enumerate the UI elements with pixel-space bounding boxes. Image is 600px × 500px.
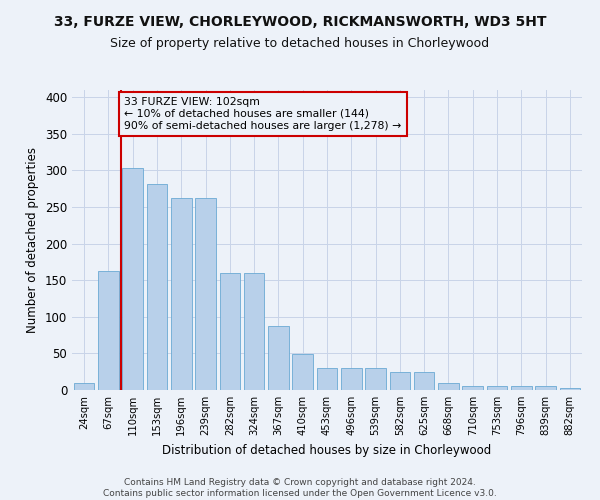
Bar bbox=[341, 368, 362, 390]
Bar bbox=[317, 368, 337, 390]
Bar bbox=[220, 273, 240, 390]
Bar bbox=[195, 198, 216, 390]
Bar bbox=[268, 326, 289, 390]
Bar bbox=[292, 354, 313, 390]
Bar bbox=[535, 386, 556, 390]
Bar bbox=[414, 372, 434, 390]
Text: 33, FURZE VIEW, CHORLEYWOOD, RICKMANSWORTH, WD3 5HT: 33, FURZE VIEW, CHORLEYWOOD, RICKMANSWOR… bbox=[54, 15, 546, 29]
Bar bbox=[365, 368, 386, 390]
Text: 33 FURZE VIEW: 102sqm
← 10% of detached houses are smaller (144)
90% of semi-det: 33 FURZE VIEW: 102sqm ← 10% of detached … bbox=[124, 98, 401, 130]
Text: Size of property relative to detached houses in Chorleywood: Size of property relative to detached ho… bbox=[110, 38, 490, 51]
Bar bbox=[487, 386, 508, 390]
Bar bbox=[389, 372, 410, 390]
Bar bbox=[463, 386, 483, 390]
Bar bbox=[171, 198, 191, 390]
X-axis label: Distribution of detached houses by size in Chorleywood: Distribution of detached houses by size … bbox=[163, 444, 491, 456]
Bar bbox=[122, 168, 143, 390]
Bar bbox=[98, 270, 119, 390]
Bar bbox=[560, 388, 580, 390]
Bar bbox=[511, 386, 532, 390]
Bar bbox=[74, 382, 94, 390]
Y-axis label: Number of detached properties: Number of detached properties bbox=[26, 147, 40, 333]
Bar bbox=[244, 273, 265, 390]
Text: Contains HM Land Registry data © Crown copyright and database right 2024.
Contai: Contains HM Land Registry data © Crown c… bbox=[103, 478, 497, 498]
Bar bbox=[438, 384, 459, 390]
Bar bbox=[146, 184, 167, 390]
